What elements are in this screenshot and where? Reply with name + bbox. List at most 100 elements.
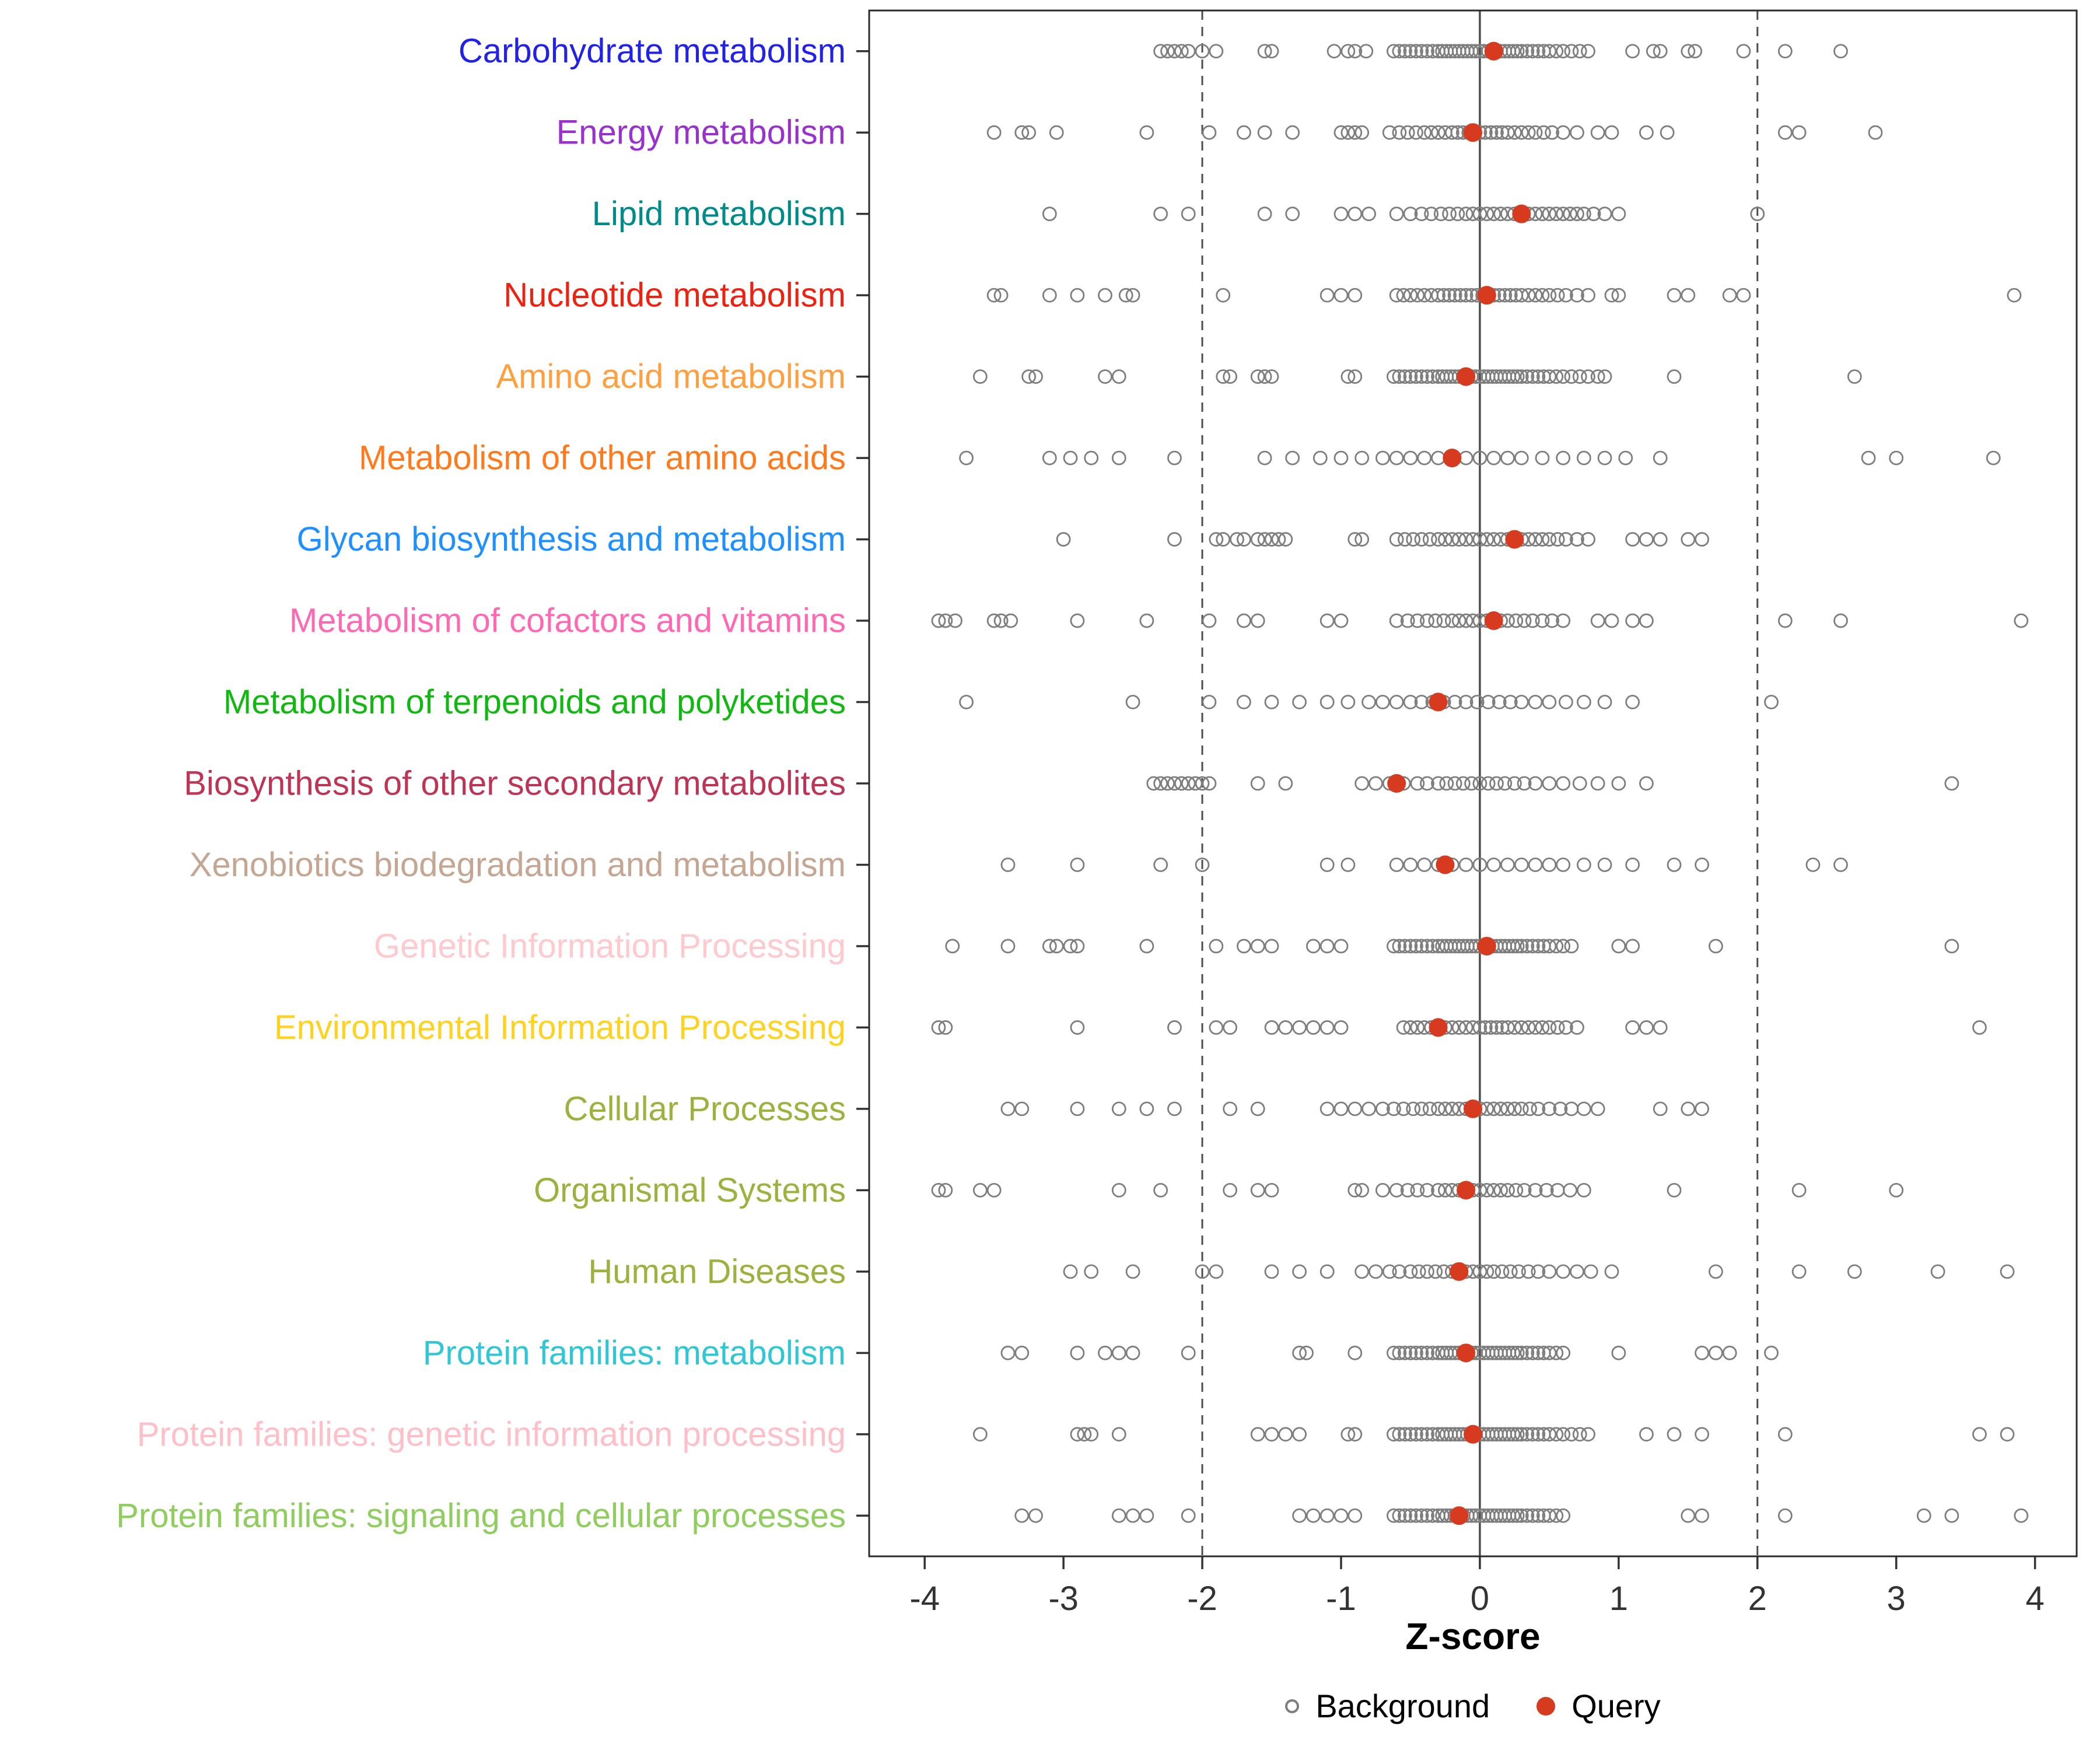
background-point (931, 613, 946, 628)
background-point (1861, 450, 1876, 466)
background-point (1320, 695, 1335, 709)
background-point (1425, 1427, 1440, 1442)
background-point (1285, 450, 1300, 466)
background-point (1403, 1264, 1418, 1279)
background-point (1278, 776, 1293, 791)
background-point (1597, 369, 1612, 384)
background-point (1564, 939, 1579, 954)
background-point (993, 613, 1009, 628)
background-point (1930, 1264, 1945, 1279)
background-point (1410, 613, 1425, 628)
background-point (993, 288, 1009, 303)
background-point (1695, 532, 1709, 547)
background-point (1209, 44, 1224, 59)
background-point (1320, 1101, 1335, 1116)
query-point (1457, 1343, 1476, 1363)
background-point (1536, 125, 1551, 140)
background-point (1042, 939, 1057, 954)
background-point (1458, 450, 1474, 466)
background-point (1777, 613, 1793, 628)
background-point (1111, 1101, 1126, 1116)
background-point (1507, 1020, 1522, 1035)
query-point (1484, 41, 1503, 61)
background-point (1889, 450, 1904, 466)
background-point (1604, 1264, 1619, 1279)
background-point (1409, 1508, 1423, 1523)
background-point (1542, 1508, 1557, 1523)
background-point (1153, 1182, 1168, 1198)
background-point (1403, 1427, 1418, 1442)
background-point (1431, 532, 1446, 547)
x-tick-label: 3 (1887, 1580, 1906, 1618)
background-point (1306, 939, 1321, 954)
background-point (1320, 613, 1335, 628)
background-point (1181, 776, 1196, 791)
background-point (938, 613, 953, 628)
background-point (1118, 288, 1133, 303)
background-point (1506, 1427, 1521, 1442)
background-point (1556, 369, 1571, 384)
background-point (1320, 288, 1335, 303)
background-point (1507, 776, 1522, 791)
background-point (1320, 858, 1335, 872)
background-point (1500, 1101, 1515, 1116)
background-point (1572, 369, 1587, 384)
background-point (1572, 1427, 1587, 1442)
background-point (1431, 1101, 1446, 1116)
background-point (972, 1427, 988, 1442)
background-point (1174, 776, 1189, 791)
background-point (1583, 1264, 1598, 1279)
background-point (1320, 1020, 1335, 1035)
background-point (1447, 695, 1462, 709)
background-point (1450, 206, 1465, 222)
background-point (1497, 288, 1513, 303)
background-point (1469, 695, 1485, 709)
background-point (1153, 776, 1168, 791)
background-point (1420, 44, 1434, 59)
background-point (1625, 1020, 1640, 1035)
background-point (1525, 44, 1540, 59)
background-point (1506, 1508, 1521, 1523)
background-point (931, 1182, 946, 1198)
category-label: Amino acid metabolism (496, 358, 846, 396)
background-point (1451, 1020, 1466, 1035)
background-point (1542, 288, 1557, 303)
background-point (1522, 1101, 1537, 1116)
background-point (1791, 1182, 1807, 1198)
background-point (1564, 44, 1579, 59)
category-label: Nucleotide metabolism (503, 276, 846, 314)
background-point (1556, 613, 1571, 628)
background-point (1436, 288, 1451, 303)
background-point (1531, 1508, 1546, 1523)
background-point (1056, 532, 1071, 547)
background-point (938, 1020, 953, 1035)
background-point (1847, 369, 1862, 384)
background-point (1576, 858, 1591, 872)
background-point (1520, 44, 1535, 59)
background-point (1464, 776, 1479, 791)
background-point (1777, 1427, 1793, 1442)
background-point (1695, 858, 1709, 872)
background-point (1422, 1101, 1437, 1116)
background-point (1348, 532, 1363, 547)
category-label: Metabolism of terpenoids and polyketides (223, 683, 846, 721)
background-point (1528, 125, 1543, 140)
background-point (1542, 776, 1557, 791)
background-point (1833, 858, 1848, 872)
category-label: Cellular Processes (564, 1090, 846, 1128)
background-point (1458, 695, 1474, 709)
background-point (1625, 532, 1640, 547)
background-point (1535, 1020, 1550, 1035)
background-point (1389, 532, 1404, 547)
background-point (1084, 1427, 1099, 1442)
background-point (1542, 695, 1557, 709)
background-point (1250, 1101, 1265, 1116)
background-point (1972, 1020, 1987, 1035)
background-point (1542, 1427, 1557, 1442)
background-point (1153, 206, 1168, 222)
background-point (931, 1020, 946, 1035)
background-point (1517, 1182, 1532, 1198)
background-point (1586, 206, 1601, 222)
background-point (1465, 613, 1480, 628)
background-point (1708, 1264, 1723, 1279)
